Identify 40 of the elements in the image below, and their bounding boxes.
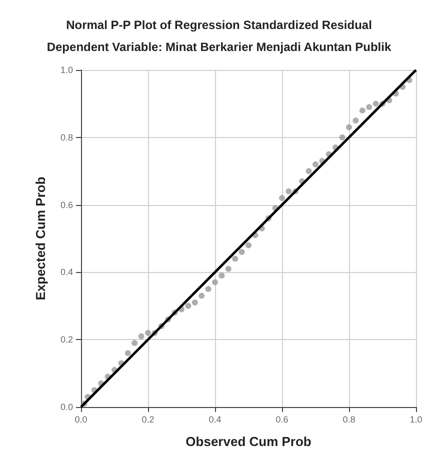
point	[366, 104, 372, 110]
point	[218, 272, 225, 279]
point	[138, 333, 144, 340]
y-tick-label: 0.2	[60, 334, 73, 345]
x-tick-label: 0.4	[208, 414, 222, 424]
point	[205, 286, 212, 292]
point	[306, 168, 312, 174]
point	[185, 302, 192, 309]
point	[212, 279, 218, 286]
point	[246, 242, 252, 248]
point	[232, 256, 238, 262]
y-axis-title: Expected Cum Prob	[33, 176, 48, 300]
y-tick-label: 0.6	[60, 200, 73, 210]
point	[286, 188, 292, 194]
point	[346, 124, 352, 130]
x-tick-label: 0.8	[342, 414, 356, 424]
x-tick-label: 0.2	[142, 414, 154, 424]
chart-subtitle: Dependent Variable: Minat Berkarier Menjadi Akuntan Publik	[46, 40, 392, 54]
point	[192, 300, 198, 306]
point	[124, 350, 131, 356]
y-tick-label: 1.0	[60, 65, 73, 75]
chart-title: Normal P-P Plot of Regression Standardized Residual	[66, 18, 372, 32]
point	[238, 248, 245, 255]
point	[198, 292, 205, 299]
x-axis-title: Observed Cum Prob	[186, 434, 312, 449]
x-tick-label: 1.0	[410, 414, 422, 424]
point	[312, 161, 318, 168]
point	[132, 340, 138, 346]
point	[359, 107, 366, 114]
point	[372, 100, 379, 107]
point	[352, 118, 359, 124]
y-tick-label: 0.8	[60, 132, 73, 142]
point	[145, 330, 151, 336]
point	[225, 266, 232, 272]
point	[279, 195, 285, 202]
x-tick-label: 0.6	[276, 414, 288, 424]
x-tick-label: 0.0	[74, 414, 88, 424]
y-tick-label: 0.4	[60, 267, 73, 278]
y-tick-label: 0.0	[60, 402, 73, 412]
point	[339, 134, 346, 140]
